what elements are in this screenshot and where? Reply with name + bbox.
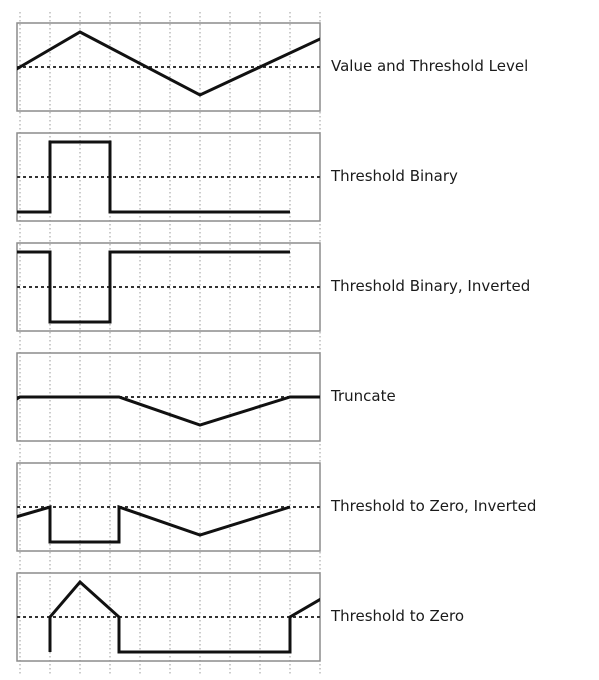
panel: [16, 22, 321, 112]
panel-label: Truncate: [331, 387, 396, 405]
signal-line: [48, 579, 320, 654]
panel: [16, 132, 321, 222]
panel: [16, 572, 321, 662]
panel-label: Threshold Binary: [331, 167, 458, 185]
panel-label: Threshold to Zero: [331, 607, 465, 625]
signal-line: [17, 250, 290, 324]
panel: [16, 462, 321, 552]
panels: [16, 22, 321, 662]
panel-label: Threshold to Zero, Inverted: [331, 497, 537, 515]
panel-label: Value and Threshold Level: [331, 57, 529, 75]
panel-label: Threshold Binary, Inverted: [331, 277, 531, 295]
signal-line: [17, 140, 290, 214]
panel: [16, 352, 321, 442]
signal-line: [17, 30, 320, 97]
signal-line: [17, 395, 320, 427]
signal-line: [17, 504, 291, 544]
panel: [16, 242, 321, 332]
